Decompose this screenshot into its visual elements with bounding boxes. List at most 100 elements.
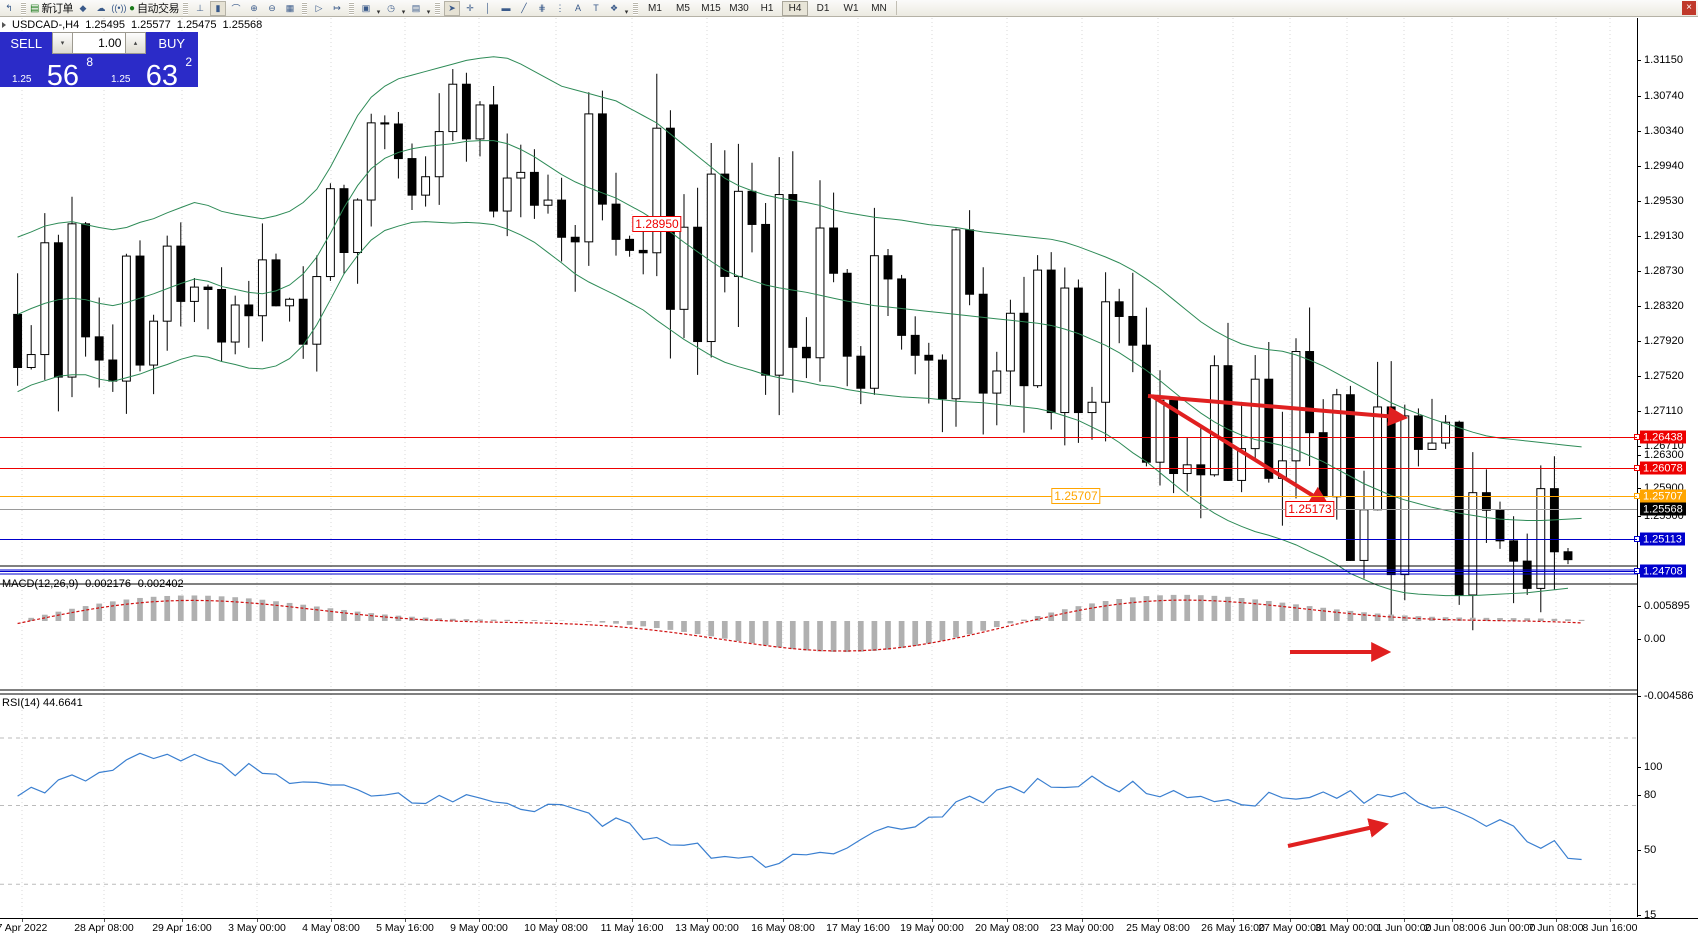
- time-axis-label: 10 May 08:00: [524, 922, 588, 934]
- volume-stepper-up[interactable]: ▴: [125, 32, 146, 54]
- price-tag-support-1[interactable]: 1.25113: [1640, 532, 1685, 546]
- signal-icon[interactable]: ((•)): [111, 3, 127, 13]
- fibonacci-retracement-icon[interactable]: ⋮: [555, 2, 565, 13]
- timeframe-w1[interactable]: W1: [843, 2, 859, 14]
- sell-price-display[interactable]: 1.25 56 8: [0, 54, 99, 91]
- add-indicator-icon[interactable]: ▣: [361, 2, 371, 13]
- indicator-dropdown-caret[interactable]: ▾: [376, 8, 381, 16]
- chart-canvas[interactable]: [0, 18, 1698, 937]
- price-tag-resistance-1[interactable]: 1.26438: [1640, 430, 1686, 444]
- macd-axis-label: 0.00: [1644, 633, 1666, 645]
- macd-axis-tick: [1637, 639, 1641, 640]
- timeframe-h1[interactable]: H1: [760, 2, 774, 14]
- objects-dropdown-caret[interactable]: ▾: [624, 8, 629, 16]
- rsi-axis-tick: [1637, 795, 1641, 796]
- timeframe-m5[interactable]: M5: [676, 2, 690, 14]
- price-axis-tick: [1637, 236, 1641, 237]
- time-axis-label: 6 Jun 00:00: [1480, 922, 1536, 934]
- time-axis-tick: [1007, 919, 1008, 922]
- crosshair-icon[interactable]: ✛: [466, 2, 474, 13]
- close-icon[interactable]: ×: [1682, 1, 1696, 15]
- buy-price-display[interactable]: 1.25 63 2: [99, 54, 198, 91]
- price-tag-bid[interactable]: 1.25568: [1640, 502, 1686, 516]
- zoom-out-icon[interactable]: ⊖: [268, 2, 276, 13]
- cursor-icon[interactable]: ➤: [444, 0, 460, 16]
- price-tag-support-2[interactable]: 1.24708: [1640, 564, 1686, 578]
- data-window-icon[interactable]: ▦: [285, 2, 295, 13]
- horizontal-level-line[interactable]: [0, 539, 1637, 540]
- price-axis-tick: [1637, 446, 1641, 447]
- ohlc-high: 1.25577: [131, 18, 171, 31]
- main-toolbar: ↰ ▤ 新订单 ◆ ☁ ((•)) ● 自动交易 ⊥ ▮ ⌒ ⊕ ⊖ ▦ ▷ ↦ ▣ ▾ ◷ ▾ ▤ ▾ ➤ ✛ │ ▬ ╱ ⋕ ⋮ A T…: [0, 0, 1698, 17]
- macd-series: [17, 594, 1585, 653]
- volume-dropdown-button[interactable]: ▾: [52, 32, 73, 54]
- toolbar-grip[interactable]: [183, 1, 188, 15]
- volume-input[interactable]: 1.00: [72, 32, 126, 54]
- price-axis-tick: [1637, 376, 1641, 377]
- zoom-in-icon[interactable]: ⊕: [250, 2, 258, 13]
- equidistant-channel-icon[interactable]: ⋕: [538, 2, 546, 13]
- buy-button[interactable]: BUY: [145, 32, 198, 54]
- timeframe-d1[interactable]: D1: [816, 2, 830, 14]
- horizontal-line-icon[interactable]: ▬: [501, 3, 511, 13]
- vertical-line-icon[interactable]: │: [485, 3, 491, 13]
- trendline-downward-arrow[interactable]: [1147, 394, 1409, 427]
- annotation-low-label[interactable]: 1.25173: [1285, 501, 1335, 517]
- trendline-downward-arrow-2[interactable]: [1150, 394, 1330, 506]
- period-dropdown-caret[interactable]: ▾: [401, 8, 406, 16]
- horizontal-level-line[interactable]: [0, 468, 1637, 469]
- price-axis-label: 1.30740: [1644, 90, 1684, 102]
- horizontal-level-line[interactable]: [0, 496, 1637, 497]
- toolbar-grip[interactable]: [435, 1, 440, 15]
- text-label-icon[interactable]: T: [593, 3, 599, 13]
- rsi-trend-arrow[interactable]: [1287, 818, 1389, 848]
- time-axis-tick: [1290, 919, 1291, 922]
- line-chart-icon[interactable]: ⌒: [231, 3, 241, 14]
- new-order-button-label: 新订单: [41, 3, 73, 15]
- one-click-trading-panel[interactable]: SELL ▾ 1.00 ▴ BUY 1.25 56 8 1.25 63 2: [0, 32, 198, 91]
- price-tag-pivot[interactable]: 1.25707: [1640, 489, 1686, 503]
- auto-scroll-icon[interactable]: ↦: [333, 2, 341, 13]
- time-axis[interactable]: 7 Apr 2022 28 Apr 08:00 29 Apr 16:00 3 May …: [0, 918, 1698, 937]
- time-axis-tick: [1082, 919, 1083, 922]
- templates-icon[interactable]: ▤: [411, 2, 421, 13]
- sell-price-main: 56: [46, 60, 79, 92]
- time-axis-label: 9 May 00:00: [450, 922, 508, 934]
- chart-shift-icon[interactable]: ▷: [315, 2, 323, 13]
- timeframe-m15[interactable]: M15: [701, 2, 721, 14]
- horizontal-level-line[interactable]: [0, 509, 1637, 510]
- objects-list-icon[interactable]: ❖: [609, 2, 619, 13]
- new-order-button[interactable]: ▤ 新订单: [30, 1, 73, 16]
- back-arrow-icon[interactable]: ↰: [5, 2, 13, 13]
- period-separator-icon[interactable]: ◷: [387, 2, 395, 13]
- time-axis-label: 13 May 00:00: [675, 922, 739, 934]
- timeframe-mn[interactable]: MN: [871, 2, 887, 14]
- price-axis-tick: [1637, 455, 1641, 456]
- auto-trading-button[interactable]: ● 自动交易: [129, 1, 180, 16]
- time-axis-label: 1 Jun 00:00: [1376, 922, 1432, 934]
- timeframe-m30[interactable]: M30: [729, 2, 749, 14]
- price-axis-tick: [1637, 341, 1641, 342]
- cloud-icon[interactable]: ☁: [96, 2, 106, 13]
- templates-dropdown-caret[interactable]: ▾: [426, 8, 431, 16]
- text-icon[interactable]: A: [574, 3, 581, 13]
- toolbar-grip[interactable]: [21, 1, 26, 15]
- time-axis-tick: [556, 919, 557, 922]
- horizontal-level-line[interactable]: [0, 437, 1637, 438]
- sell-button[interactable]: SELL: [0, 32, 53, 54]
- price-tag-resistance-2[interactable]: 1.26078: [1640, 461, 1686, 475]
- toolbar-grip[interactable]: [302, 1, 307, 15]
- horizontal-level-line[interactable]: [0, 571, 1637, 572]
- expert-advisor-icon[interactable]: ◆: [79, 2, 87, 13]
- bar-chart-icon[interactable]: ⊥: [196, 2, 204, 13]
- trendline-icon[interactable]: ╱: [521, 2, 527, 13]
- timeframe-m1[interactable]: M1: [648, 2, 662, 14]
- candlestick-chart-icon[interactable]: ▮: [210, 0, 226, 16]
- toolbar-grip[interactable]: [349, 1, 354, 15]
- time-axis-label: 17 May 16:00: [826, 922, 890, 934]
- level-price-label[interactable]: 1.25707: [1051, 488, 1101, 504]
- timeframe-h4[interactable]: H4: [782, 0, 808, 16]
- price-axis-label: 1.28320: [1644, 300, 1684, 312]
- annotation-high-label[interactable]: 1.28950: [632, 216, 682, 232]
- time-axis-label: 5 May 16:00: [376, 922, 434, 934]
